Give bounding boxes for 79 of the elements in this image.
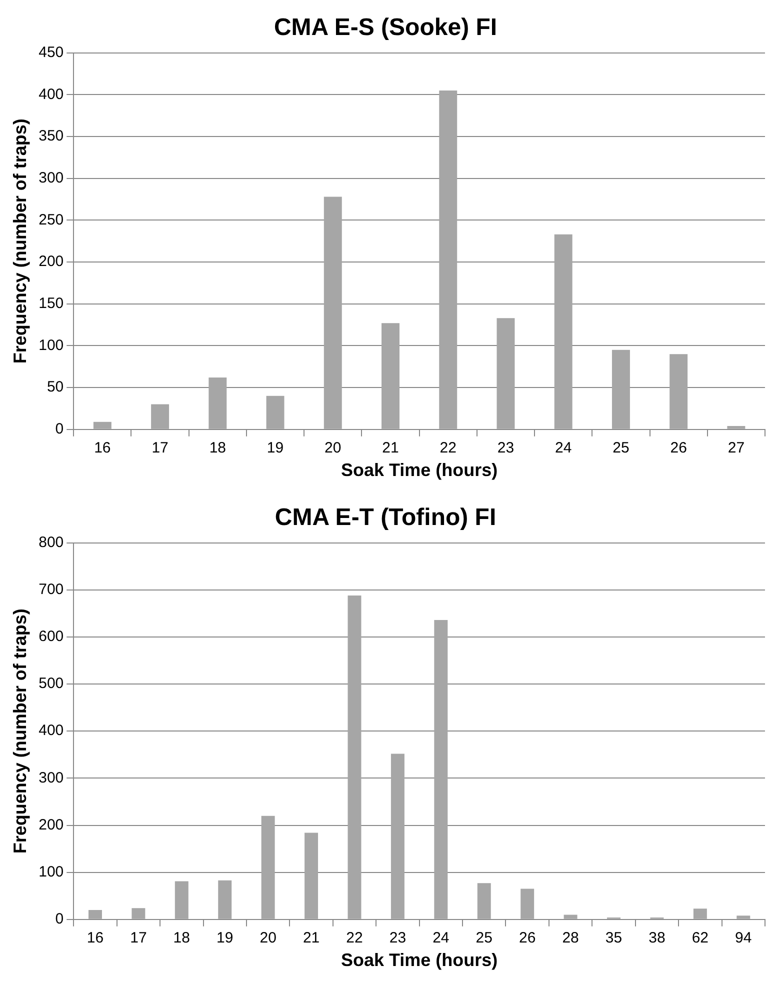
bar — [266, 396, 284, 429]
x-tick-label: 38 — [648, 930, 666, 947]
chart-title: CMA E-S (Sooke) FI — [274, 14, 498, 42]
x-tick-label: 24 — [555, 440, 572, 457]
y-tick-label: 800 — [38, 534, 64, 551]
bar — [693, 908, 707, 919]
x-tick-label: 35 — [605, 930, 622, 947]
bar — [348, 596, 362, 919]
x-tick-label: 18 — [173, 930, 190, 947]
x-tick-label: 22 — [440, 440, 456, 457]
bar — [132, 908, 146, 919]
bar — [88, 910, 102, 919]
x-tick-label: 19 — [216, 930, 234, 947]
bar — [496, 318, 515, 429]
x-tick-label: 23 — [389, 930, 406, 947]
y-tick-label: 700 — [38, 581, 64, 598]
bar — [554, 234, 572, 429]
y-tick-label: 150 — [38, 295, 64, 312]
x-tick-label: 25 — [476, 930, 492, 947]
x-tick-label: 26 — [518, 930, 536, 947]
bar — [727, 426, 746, 429]
bar — [477, 883, 491, 919]
y-tick-label: 450 — [38, 44, 64, 61]
x-tick-label: 28 — [562, 930, 579, 947]
x-tick-label: 20 — [324, 440, 342, 457]
bar — [174, 881, 188, 919]
y-tick-label: 600 — [38, 628, 64, 646]
x-tick-label: 94 — [735, 930, 752, 947]
y-tick-label: 400 — [38, 86, 64, 103]
x-tick-label: 22 — [346, 930, 363, 947]
bar — [520, 888, 534, 919]
bar — [612, 350, 630, 429]
bar — [304, 832, 318, 919]
y-tick-label: 300 — [38, 169, 64, 186]
y-tick-label: 0 — [55, 420, 64, 438]
bar — [434, 620, 448, 919]
x-tick-label: 16 — [86, 930, 104, 947]
bar — [151, 404, 170, 429]
bar — [218, 880, 232, 919]
y-axis-title: Frequency (number of traps) — [10, 608, 30, 854]
y-tick-label: 50 — [46, 378, 64, 396]
bar — [208, 378, 227, 429]
y-tick-label: 250 — [38, 211, 64, 228]
x-tick-label: 25 — [612, 440, 630, 457]
bar — [324, 196, 342, 429]
x-tick-label: 20 — [260, 930, 276, 947]
x-axis-title: Soak Time (hours) — [340, 950, 498, 970]
y-tick-label: 500 — [38, 675, 64, 692]
chart-title: CMA E-T (Tofino) FI — [274, 504, 496, 532]
bar — [390, 754, 404, 919]
x-tick-label: 21 — [302, 930, 320, 947]
y-tick-label: 100 — [38, 863, 64, 880]
x-tick-label: 62 — [692, 930, 709, 947]
bar — [736, 916, 750, 919]
bar — [439, 90, 458, 429]
bar — [670, 354, 688, 429]
x-tick-label: 27 — [728, 440, 745, 457]
x-tick-label: 23 — [497, 440, 514, 457]
y-tick-label: 200 — [38, 816, 64, 834]
bar — [564, 914, 578, 919]
x-tick-label: 17 — [130, 930, 147, 947]
x-tick-label: 18 — [209, 440, 226, 457]
x-tick-label: 19 — [266, 440, 284, 457]
y-tick-label: 100 — [38, 336, 64, 354]
x-tick-label: 24 — [432, 930, 450, 947]
y-tick-label: 200 — [38, 253, 64, 270]
bar — [93, 422, 112, 429]
x-tick-label: 16 — [94, 440, 111, 457]
bar — [382, 323, 400, 429]
x-tick-label: 26 — [670, 440, 687, 457]
y-tick-label: 400 — [38, 722, 64, 740]
y-axis-title: Frequency (number of traps) — [10, 118, 30, 364]
y-tick-label: 0 — [55, 910, 64, 928]
x-tick-label: 17 — [152, 440, 168, 457]
bar — [261, 816, 275, 919]
x-tick-label: 21 — [382, 440, 399, 457]
y-tick-label: 300 — [38, 769, 64, 786]
y-tick-label: 350 — [38, 128, 64, 145]
x-axis-title: Soak Time (hours) — [340, 460, 498, 480]
